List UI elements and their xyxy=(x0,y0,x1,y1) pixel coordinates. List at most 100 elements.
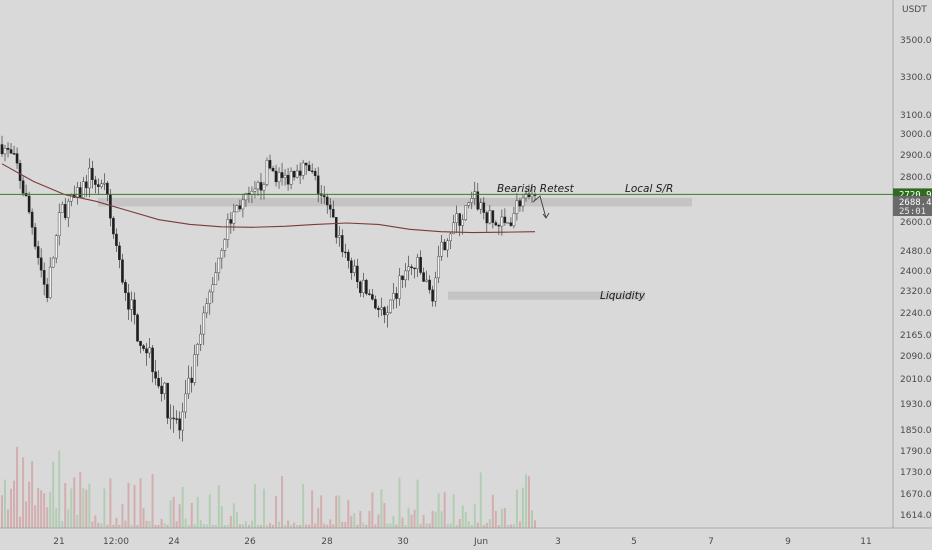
candle-body xyxy=(380,307,383,310)
candle-body xyxy=(118,245,121,260)
volume-layer xyxy=(1,446,536,528)
candle-body xyxy=(268,160,272,169)
candle-body xyxy=(18,162,22,181)
candle-body xyxy=(199,333,203,345)
volume-bar xyxy=(127,482,130,528)
candle-body xyxy=(184,393,187,413)
candle-body xyxy=(226,219,230,240)
volume-bar xyxy=(223,524,226,528)
volume-bar xyxy=(73,477,76,528)
volume-bar xyxy=(43,493,46,528)
volume-bar xyxy=(272,524,275,528)
candle-body xyxy=(211,284,215,293)
volume-bar xyxy=(232,503,235,528)
candle-body xyxy=(208,291,212,304)
candle-body xyxy=(449,233,452,242)
candle-body xyxy=(494,222,498,226)
volume-bar xyxy=(55,508,58,528)
volume-bar xyxy=(491,494,494,528)
volume-bar xyxy=(247,524,250,528)
volume-bar xyxy=(118,524,121,528)
volume-bar xyxy=(31,460,34,528)
candle-body xyxy=(497,224,501,227)
volume-bar xyxy=(166,524,169,528)
candle-body xyxy=(322,195,326,198)
price-tick-label: 1730.00 xyxy=(900,468,932,478)
candle-body xyxy=(301,162,305,176)
candle-body xyxy=(30,211,34,228)
volume-bar xyxy=(10,488,13,528)
candle-body xyxy=(283,174,287,179)
zones-layer xyxy=(98,197,692,300)
price-axis-panel[interactable] xyxy=(893,0,932,550)
candle-body xyxy=(124,282,127,294)
candle-body xyxy=(422,272,425,282)
volume-bar xyxy=(347,499,350,528)
candle-body xyxy=(75,187,79,198)
volume-bar xyxy=(506,524,509,528)
candle-body xyxy=(416,257,419,269)
candle-body xyxy=(527,193,531,198)
candle-body xyxy=(295,170,299,178)
candle-body xyxy=(0,144,4,155)
volume-bar xyxy=(425,523,428,528)
candle-body xyxy=(178,418,181,431)
candle-body xyxy=(66,200,70,218)
candle-body xyxy=(503,216,507,223)
volume-bar xyxy=(94,515,97,528)
volume-bar xyxy=(332,524,335,528)
candle-body xyxy=(325,196,329,206)
volume-bar xyxy=(377,514,380,528)
price-tick-label: 2600.00 xyxy=(900,218,932,228)
volume-bar xyxy=(133,485,136,528)
volume-bar xyxy=(503,508,506,528)
candle-body xyxy=(3,147,7,155)
candle-body xyxy=(413,267,416,270)
annotation-label[interactable]: Liquidity xyxy=(600,290,646,302)
time-tick-label: 21 xyxy=(53,537,64,547)
volume-bar xyxy=(407,507,410,528)
volume-bar xyxy=(311,490,314,528)
annotation-label[interactable]: Bearish Retest xyxy=(497,183,575,195)
volume-bar xyxy=(350,515,353,528)
time-tick-label: 26 xyxy=(244,537,256,547)
price-tick-label: 2480.00 xyxy=(900,247,932,257)
volume-bar xyxy=(13,480,16,528)
volume-bar xyxy=(452,494,455,528)
candle-body xyxy=(461,219,465,226)
time-axis-panel[interactable] xyxy=(0,528,893,550)
candle-body xyxy=(488,210,492,224)
candle-body xyxy=(446,240,449,251)
volume-bar xyxy=(437,493,440,528)
candle-body xyxy=(94,179,97,185)
candle-countdown: 25:01 xyxy=(899,207,926,217)
zone-box[interactable] xyxy=(98,197,692,207)
volume-bar xyxy=(308,524,311,528)
candle-body xyxy=(440,241,443,257)
candle-body xyxy=(328,204,332,210)
price-tick-label: 1850.00 xyxy=(900,426,932,436)
volume-bar xyxy=(392,516,395,528)
annotation-label[interactable]: Local S/R xyxy=(625,183,673,195)
candle-body xyxy=(27,195,31,213)
candle-body xyxy=(286,174,290,185)
time-tick-label: 7 xyxy=(708,537,714,547)
volume-bar xyxy=(287,520,290,528)
volume-bar xyxy=(52,461,55,528)
volume-bar xyxy=(121,504,124,528)
candle-body xyxy=(82,181,85,198)
volume-bar xyxy=(211,524,214,528)
candle-body xyxy=(289,171,293,185)
volume-bar xyxy=(461,505,464,528)
price-tick-label: 2400.00 xyxy=(900,267,932,277)
price-tick-label: 2900.00 xyxy=(900,151,932,161)
volume-bar xyxy=(124,520,127,528)
candle-body xyxy=(241,199,245,210)
zone-box[interactable] xyxy=(448,291,645,300)
candle-body xyxy=(103,182,106,185)
time-tick-label: 24 xyxy=(168,537,180,547)
current-price-tag-bg xyxy=(893,196,932,216)
candle-body xyxy=(356,265,359,283)
